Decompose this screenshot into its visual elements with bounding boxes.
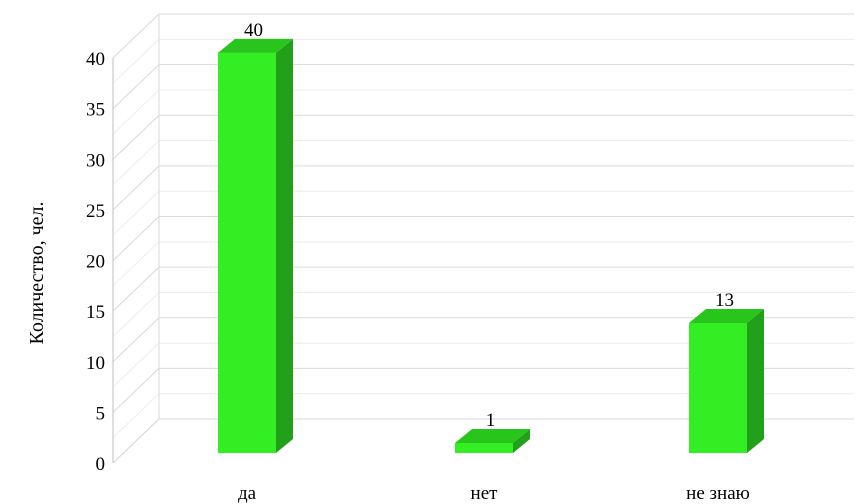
- bar: [218, 38, 293, 454]
- y-tick-label: 10: [86, 353, 105, 374]
- side-gridline: [112, 368, 160, 413]
- side-gridline: [112, 114, 160, 160]
- x-axis-categories: да нет не знаю: [238, 483, 750, 504]
- bar-front: [689, 322, 747, 453]
- bar-top: [689, 308, 764, 323]
- side-gridline: [112, 292, 160, 337]
- y-tick-label: 15: [86, 302, 105, 323]
- bar-side: [513, 428, 530, 453]
- side-gridline: [112, 190, 160, 236]
- side-gridline: [112, 216, 160, 261]
- y-tick-label: 0: [96, 454, 106, 475]
- bar-side: [747, 308, 764, 453]
- bars: [218, 38, 764, 454]
- side-gridline: [112, 89, 160, 135]
- bar: [689, 308, 764, 453]
- y-axis-title: Количество, чел.: [26, 201, 48, 344]
- x-category-label: не знаю: [686, 483, 750, 504]
- axes: [112, 14, 160, 464]
- side-gridline: [112, 140, 160, 185]
- y-tick-label: 35: [86, 100, 105, 121]
- side-gridline: [112, 64, 160, 109]
- data-label: 1: [486, 410, 496, 431]
- bar-front: [455, 442, 513, 453]
- side-gridline: [112, 393, 160, 439]
- floor-edge: [112, 418, 160, 464]
- side-gridline: [112, 266, 160, 312]
- side-gridline: [112, 241, 160, 287]
- side-gridline: [112, 13, 160, 59]
- side-gridline: [112, 38, 160, 84]
- y-tick-label: 25: [86, 201, 105, 222]
- data-label: 40: [244, 20, 263, 41]
- y-tick-label: 30: [86, 150, 105, 171]
- bar-side: [276, 38, 293, 454]
- y-tick-label: 20: [86, 252, 105, 273]
- y-tick-label: 40: [86, 49, 105, 70]
- y-axis-ticks: 0 5 10 15 20 25 30 35 40: [86, 49, 105, 475]
- x-category-label: да: [238, 483, 257, 504]
- bar-front: [218, 52, 276, 454]
- y-tick-label: 5: [96, 403, 106, 424]
- x-category-label: нет: [471, 483, 499, 504]
- side-gridline: [112, 165, 160, 211]
- data-labels: 40 1 13: [244, 20, 734, 431]
- bar-top: [455, 428, 530, 443]
- bar-top: [218, 38, 293, 53]
- data-label: 13: [715, 290, 734, 311]
- side-gridline: [112, 317, 160, 363]
- side-gridline: [112, 342, 160, 388]
- bar: [455, 428, 530, 453]
